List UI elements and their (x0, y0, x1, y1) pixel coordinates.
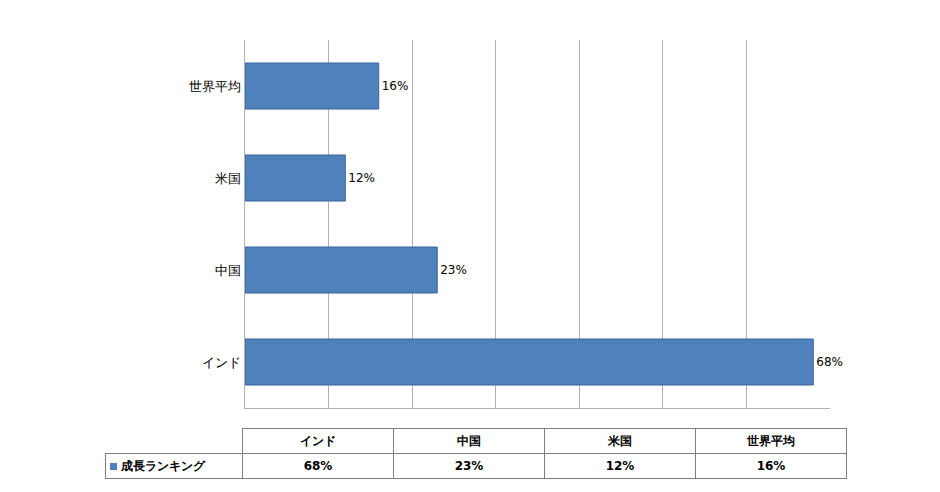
svg-text:インド: インド (202, 355, 241, 370)
html-text:インド: インド (300, 433, 336, 448)
svg-text:23%: 23% (440, 263, 467, 277)
html-text:中国: 中国 (457, 433, 481, 448)
svg-text:世界平均: 世界平均 (189, 79, 241, 94)
html-text:米国: 米国 (608, 433, 632, 448)
svg-text:中国: 中国 (215, 263, 241, 278)
svg-text:米国: 米国 (215, 171, 241, 186)
svg-text:68%: 68% (816, 355, 843, 369)
html-text:23%: 23% (454, 459, 484, 473)
html-text:68%: 68% (303, 459, 333, 473)
svg-text:12%: 12% (348, 171, 375, 185)
html-text:12%: 12% (605, 459, 635, 473)
html-text:16%: 16% (756, 459, 786, 473)
html-text:成長ランキング: 成長ランキング (121, 458, 205, 473)
html-text:世界平均: 世界平均 (747, 433, 795, 448)
svg-text:16%: 16% (382, 79, 409, 93)
